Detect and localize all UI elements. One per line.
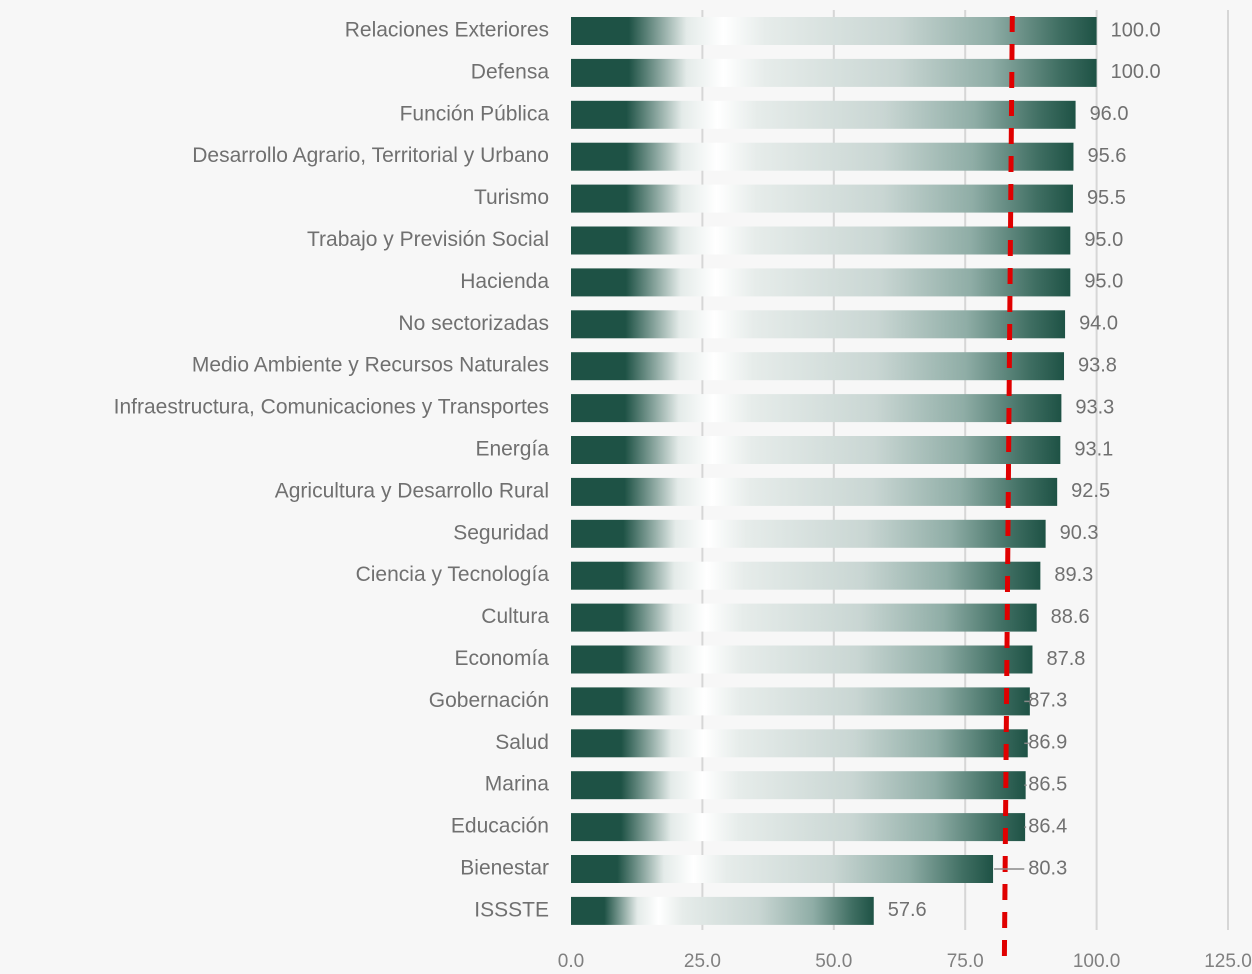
bar (571, 352, 1065, 381)
bar (571, 896, 874, 925)
value-label: 95.5 (1087, 187, 1126, 209)
value-label: 86.5 (1028, 773, 1067, 795)
value-label: 57.6 (888, 899, 927, 921)
value-label: 100.0 (1111, 19, 1161, 41)
category-label: Bienestar (460, 857, 549, 880)
bar (571, 687, 1030, 716)
bar (571, 603, 1037, 632)
category-label: Educación (451, 815, 549, 838)
value-label: 90.3 (1060, 522, 1099, 544)
bar (571, 519, 1046, 548)
category-label: Agricultura y Desarrollo Rural (275, 479, 549, 502)
category-label: Cultura (481, 605, 549, 628)
bar (571, 226, 1071, 255)
bar (571, 142, 1074, 171)
category-label: Economía (454, 647, 549, 670)
value-label: 95.0 (1084, 229, 1123, 251)
value-label: 92.5 (1071, 480, 1110, 502)
x-tick-label: 100.0 (1073, 951, 1121, 972)
value-label: 100.0 (1111, 61, 1161, 83)
value-label: 94.0 (1079, 313, 1118, 335)
category-label: Trabajo y Previsión Social (307, 228, 549, 251)
bar (571, 771, 1026, 800)
value-label: 95.0 (1084, 271, 1123, 293)
category-label: Defensa (471, 60, 550, 83)
bar (571, 436, 1061, 464)
category-label: Hacienda (460, 270, 549, 293)
bar (571, 310, 1066, 339)
category-label: Desarrollo Agrario, Territorial y Urbano (192, 144, 549, 167)
value-label: 88.6 (1051, 606, 1090, 628)
x-tick-label: 0.0 (558, 951, 584, 972)
value-label: 96.0 (1090, 103, 1129, 125)
category-label: Energía (475, 438, 549, 461)
bar (571, 645, 1033, 674)
value-label: 80.3 (1028, 857, 1067, 879)
bars (571, 17, 1097, 925)
bar (571, 184, 1073, 213)
bar (571, 855, 994, 883)
category-label: ISSSTE (474, 898, 549, 921)
category-label: Función Pública (400, 102, 550, 125)
category-label: Ciencia y Tecnología (356, 563, 550, 586)
x-tick-label: 50.0 (815, 951, 852, 972)
value-label: 89.3 (1054, 564, 1093, 586)
value-label: 87.8 (1046, 648, 1085, 670)
x-tick-label: 75.0 (947, 951, 984, 972)
value-label: 93.1 (1074, 438, 1113, 460)
category-label: No sectorizadas (398, 312, 549, 335)
bar (571, 394, 1062, 423)
bar (571, 58, 1097, 87)
category-label: Relaciones Exteriores (345, 19, 549, 42)
category-label: Salud (495, 731, 549, 754)
reference-line-layer (1001, 15, 1015, 969)
bar (571, 729, 1028, 758)
value-label: 87.3 (1028, 690, 1067, 712)
category-label: Seguridad (453, 521, 549, 544)
bar (571, 17, 1097, 45)
bar (571, 813, 1026, 842)
x-tick-label: 125.0 (1204, 951, 1252, 972)
category-label: Medio Ambiente y Recursos Naturales (192, 354, 549, 377)
value-label: 86.4 (1028, 815, 1067, 837)
reference-line (1001, 15, 1015, 969)
value-label: 86.9 (1028, 732, 1067, 754)
value-label: 95.6 (1087, 145, 1126, 167)
labels: 0.0 25.0 50.0 75.0 100.0 125.0 Relaciones Exte… (114, 19, 1252, 972)
bar (571, 477, 1058, 506)
value-label: 93.8 (1078, 354, 1117, 376)
category-label: Marina (485, 773, 550, 796)
bar (571, 561, 1041, 590)
bar (571, 268, 1071, 297)
category-label: Gobernación (429, 689, 549, 712)
bar (571, 100, 1076, 129)
category-label: Turismo (474, 186, 549, 209)
category-label: Infraestructura, Comunicaciones y Transp… (114, 396, 549, 419)
x-tick-label: 25.0 (684, 951, 721, 972)
value-label: 93.3 (1075, 396, 1114, 418)
